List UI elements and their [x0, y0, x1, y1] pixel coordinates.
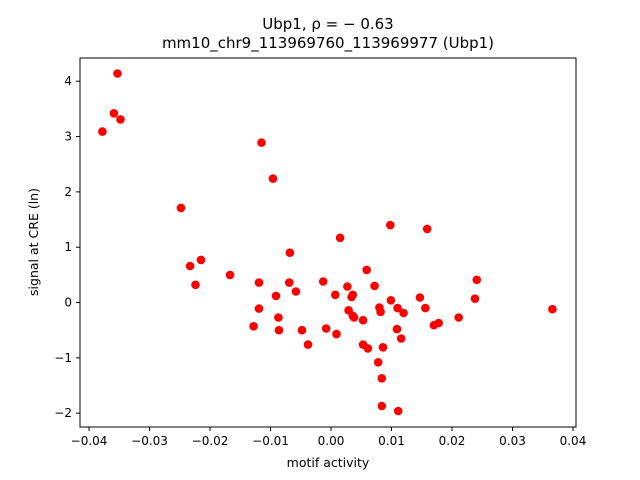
- x-tick-label-5: 0.01: [378, 434, 405, 448]
- data-point-3: [116, 115, 125, 124]
- data-point-19: [291, 287, 301, 296]
- data-point-38: [373, 358, 383, 367]
- data-point-51: [415, 293, 425, 302]
- data-point-12: [257, 138, 266, 147]
- x-tick-label-7: 0.03: [499, 434, 526, 448]
- data-point-8: [225, 270, 235, 280]
- data-point-16: [274, 325, 284, 335]
- x-tick-label-6: 0.02: [439, 434, 466, 448]
- data-point-43: [378, 343, 388, 352]
- data-point-48: [393, 406, 403, 416]
- data-point-53: [422, 224, 432, 234]
- data-point-11: [254, 304, 264, 313]
- x-tick-label-1: −0.03: [131, 434, 168, 448]
- y-tick-label-6: 4: [64, 74, 72, 88]
- plot-frame: [79, 57, 577, 428]
- data-point-35: [362, 265, 372, 275]
- data-point-17: [285, 248, 295, 257]
- x-axis-ticks: −0.04 −0.03 −0.02 −0.01 0.00 0.01 0.02 0.03 0.04: [71, 427, 587, 448]
- y-tick-label-0: −2: [54, 406, 72, 420]
- data-point-20: [297, 325, 307, 335]
- data-point-14: [271, 291, 281, 301]
- data-point-23: [321, 324, 331, 333]
- x-tick-label-0: −0.04: [71, 434, 108, 448]
- y-axis-ticks: −2 −1 0 1 2 3 4: [54, 74, 80, 420]
- y-axis-label: signal at CRE (ln): [26, 188, 41, 296]
- data-point-30: [348, 290, 358, 300]
- data-point-55: [434, 318, 444, 328]
- data-point-49: [396, 334, 406, 343]
- x-tick-label-2: −0.02: [192, 434, 229, 448]
- data-point-57: [470, 294, 480, 304]
- data-point-1: [109, 109, 119, 118]
- data-point-2: [113, 69, 122, 78]
- data-point-42: [377, 401, 387, 411]
- data-point-5: [185, 261, 195, 271]
- data-point-18: [285, 278, 294, 287]
- data-point-59: [548, 304, 557, 314]
- y-tick-label-5: 3: [64, 130, 72, 144]
- data-point-9: [249, 322, 258, 331]
- data-point-44: [386, 220, 395, 230]
- data-points: [98, 69, 557, 416]
- data-point-21: [303, 340, 313, 349]
- data-point-25: [332, 329, 341, 339]
- data-point-56: [454, 313, 464, 322]
- data-point-6: [191, 280, 200, 290]
- data-point-24: [331, 290, 340, 300]
- data-point-10: [254, 278, 264, 287]
- data-point-45: [386, 296, 396, 305]
- y-tick-label-3: 1: [64, 240, 72, 254]
- data-point-40: [376, 307, 385, 317]
- data-point-52: [421, 303, 430, 313]
- x-tick-label-4: 0.00: [318, 434, 345, 448]
- data-point-4: [176, 203, 186, 213]
- data-point-41: [377, 374, 387, 383]
- data-point-58: [472, 275, 482, 285]
- y-tick-label-2: 0: [64, 296, 72, 310]
- data-point-46: [392, 324, 402, 334]
- y-tick-label-4: 2: [64, 185, 72, 199]
- data-point-26: [335, 233, 345, 243]
- x-tick-label-3: −0.01: [252, 434, 289, 448]
- x-tick-label-8: 0.04: [560, 434, 587, 448]
- chart-title-line1: Ubp1, ρ = − 0.63: [262, 15, 393, 33]
- data-point-50: [399, 308, 408, 318]
- data-point-7: [196, 255, 206, 265]
- data-point-13: [268, 174, 278, 183]
- x-axis-label: motif activity: [287, 455, 370, 470]
- data-point-0: [98, 127, 107, 136]
- chart-title-line2: mm10_chr9_113969760_113969977 (Ubp1): [162, 34, 494, 53]
- data-point-37: [370, 281, 379, 291]
- data-point-47: [393, 303, 402, 313]
- data-point-33: [358, 315, 368, 325]
- data-point-15: [274, 313, 283, 322]
- data-point-27: [343, 282, 352, 291]
- data-point-22: [318, 277, 328, 286]
- y-tick-label-1: −1: [54, 351, 72, 365]
- data-point-36: [363, 344, 373, 353]
- data-point-32: [349, 313, 359, 322]
